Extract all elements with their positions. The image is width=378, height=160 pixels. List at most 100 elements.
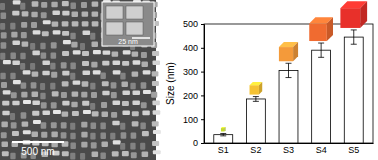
- grain: [2, 151, 9, 156]
- grain: [102, 81, 109, 86]
- grain: [61, 62, 67, 68]
- grain: [51, 72, 57, 78]
- grain: [62, 151, 69, 156]
- grain: [61, 122, 67, 128]
- grain: [21, 82, 27, 88]
- grain: [122, 151, 129, 156]
- grain: [133, 90, 141, 94]
- grain: [32, 111, 39, 116]
- error-bar: [220, 133, 226, 135]
- inset-cube: [106, 22, 123, 35]
- y-tick-label: 400: [183, 43, 198, 53]
- y-tick-mark: [201, 119, 204, 120]
- grain: [91, 142, 97, 148]
- y-tick-label: 200: [183, 91, 198, 101]
- grain: [31, 12, 37, 18]
- grain: [23, 100, 31, 104]
- grain: [41, 2, 47, 8]
- grain: [112, 121, 119, 126]
- grain: [50, 83, 55, 90]
- grain: [82, 101, 89, 106]
- grain: [91, 122, 97, 128]
- y-tick: 200: [183, 91, 204, 101]
- grain: [70, 153, 75, 160]
- bar: [312, 50, 331, 143]
- grain: [100, 153, 105, 160]
- grain: [20, 53, 25, 60]
- y-axis-line: [201, 25, 205, 144]
- grain: [42, 61, 49, 66]
- grain: [21, 22, 27, 28]
- grain: [82, 81, 89, 86]
- grain: [132, 71, 139, 76]
- grain: [100, 133, 105, 140]
- micrograph: 25 nm500 nm: [0, 0, 161, 160]
- grain: [42, 71, 49, 76]
- grain: [70, 143, 75, 150]
- grain: [1, 42, 7, 48]
- grain: [132, 121, 139, 126]
- grain: [62, 101, 69, 106]
- grain: [92, 11, 99, 16]
- grain: [72, 91, 79, 96]
- grain: [31, 22, 37, 28]
- grain: [0, 3, 5, 10]
- grain: [83, 70, 91, 74]
- grain: [152, 101, 159, 106]
- grain: [11, 122, 17, 128]
- y-axis-title: Size (nm): [165, 62, 176, 105]
- y-tick: 400: [183, 43, 204, 53]
- grain: [81, 122, 87, 128]
- grain: [132, 111, 139, 116]
- inset-cube: [126, 6, 143, 19]
- grain: [62, 11, 69, 16]
- grain: [122, 61, 129, 66]
- grain: [12, 61, 19, 66]
- grain: [92, 21, 99, 26]
- grain: [40, 93, 45, 100]
- grains: [0, 0, 161, 160]
- y-tick-mark: [201, 95, 204, 96]
- grain: [91, 62, 97, 68]
- grain: [51, 42, 57, 48]
- grain: [41, 12, 47, 18]
- grain: [70, 123, 75, 130]
- cube-front: [221, 128, 224, 131]
- grain: [32, 91, 39, 96]
- grain: [52, 91, 59, 96]
- grain: [130, 143, 135, 150]
- grain: [11, 32, 17, 38]
- grain: [42, 31, 49, 36]
- grain: [12, 11, 19, 16]
- grain: [70, 33, 75, 40]
- error-bar-cap: [220, 133, 226, 134]
- grain: [62, 81, 69, 86]
- y-tick-mark: [201, 48, 204, 49]
- cube-side: [360, 1, 367, 28]
- grain: [92, 151, 99, 156]
- x-tick: S1: [218, 143, 229, 155]
- grain: [22, 41, 29, 46]
- error-bar-cap: [351, 44, 357, 45]
- grain: [92, 1, 99, 6]
- x-tick-label: S4: [316, 145, 327, 155]
- grain: [153, 110, 161, 114]
- grain: [21, 92, 27, 98]
- grain: [113, 60, 121, 64]
- error-bar-stem: [321, 43, 322, 57]
- plot-area: [214, 30, 363, 143]
- error-bar: [253, 97, 259, 102]
- y-tick-mark: [201, 24, 204, 25]
- grain: [73, 50, 81, 54]
- error-bar-cap: [286, 63, 292, 64]
- grain: [41, 132, 47, 138]
- grain: [62, 51, 69, 56]
- grain: [93, 50, 101, 54]
- grain: [21, 32, 27, 38]
- grain: [152, 51, 159, 56]
- x-axis: S1S2S3S4S5: [205, 143, 374, 155]
- x-tick: S2: [250, 143, 261, 155]
- x-tick-label: S3: [283, 145, 294, 155]
- grain: [11, 92, 17, 98]
- grain: [23, 130, 31, 134]
